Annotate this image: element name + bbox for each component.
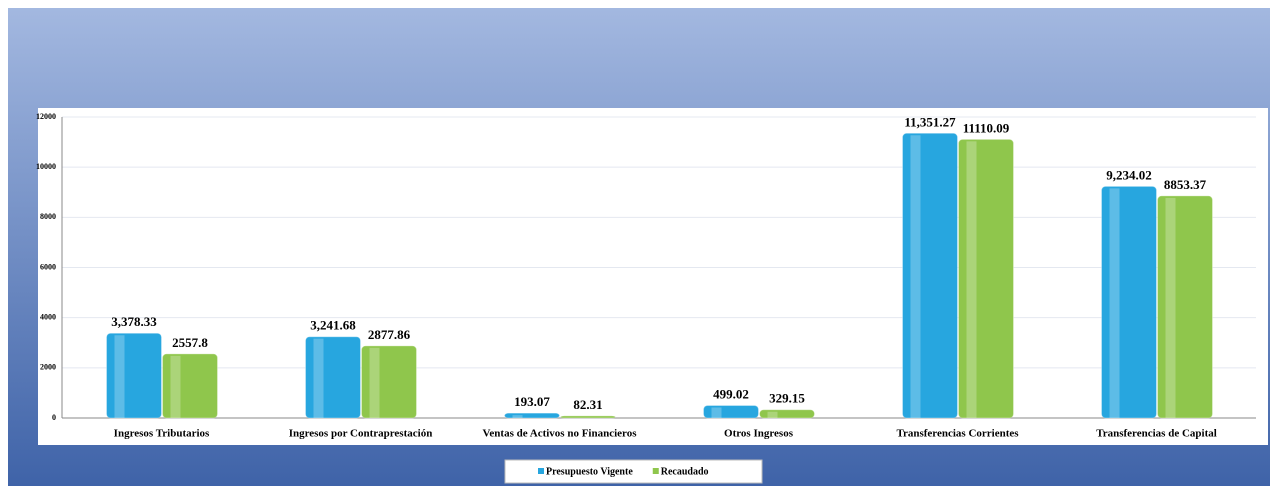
y-tick-label: 0 (52, 413, 56, 422)
legend-swatch (653, 468, 659, 474)
data-label: 193.07 (514, 394, 550, 409)
plot-panel (38, 108, 1268, 445)
bar-highlight (1166, 198, 1176, 418)
x-tick-label: Ingresos Tributarios (114, 428, 210, 440)
bar-highlight (171, 356, 181, 418)
bar-highlight (314, 339, 324, 418)
data-label: 3,241.68 (310, 318, 356, 333)
data-label: 3,378.33 (111, 314, 157, 329)
data-label: 8853.37 (1164, 177, 1207, 192)
legend-label: Recaudado (661, 466, 709, 477)
data-label: 9,234.02 (1106, 167, 1152, 182)
y-tick-label: 10000 (36, 162, 56, 171)
y-tick-label: 8000 (40, 212, 56, 221)
bar-highlight (370, 348, 380, 418)
bar-highlight (513, 415, 523, 418)
data-label: 11,351.27 (904, 114, 956, 129)
bar-highlight (967, 141, 977, 418)
x-tick-label: Ingresos por Contraprestación (289, 428, 433, 440)
y-tick-label: 2000 (40, 363, 56, 372)
data-label: 329.15 (769, 391, 805, 406)
x-tick-label: Transferencias de Capital (1096, 428, 1217, 440)
bar-highlight (712, 407, 722, 418)
bar-highlight (1110, 188, 1120, 418)
data-label: 11110.09 (963, 120, 1010, 135)
data-label: 499.02 (713, 386, 749, 401)
legend-label: Presupuesto Vigente (546, 466, 633, 477)
bar-highlight (911, 135, 921, 418)
data-label: 2877.86 (368, 327, 411, 342)
y-tick-label: 6000 (40, 262, 56, 271)
y-tick-label: 4000 (40, 312, 56, 321)
bar-highlight (115, 335, 125, 418)
data-label: 82.31 (573, 397, 602, 412)
bar-highlight (768, 412, 778, 418)
y-tick-label: 12000 (36, 112, 56, 121)
bar (561, 416, 616, 418)
data-label: 2557.8 (172, 335, 208, 350)
x-tick-label: Otros Ingresos (724, 428, 794, 440)
legend-swatch (538, 468, 544, 474)
x-tick-label: Ventas de Activos no Financieros (482, 428, 637, 440)
x-tick-label: Transferencias Corrientes (896, 428, 1019, 440)
